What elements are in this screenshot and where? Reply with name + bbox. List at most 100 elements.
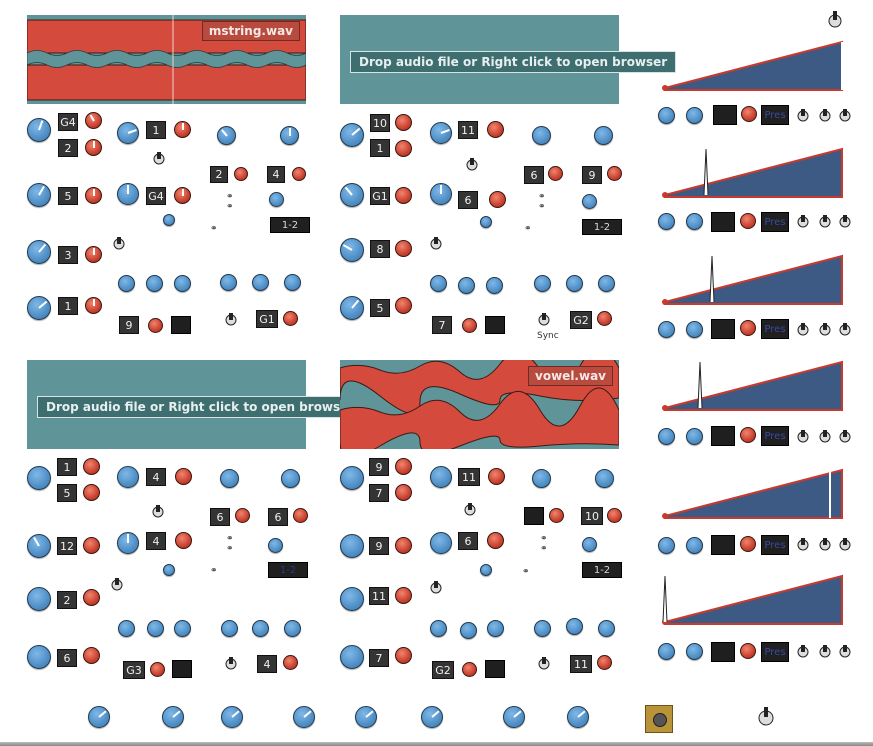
dark-slot[interactable] — [485, 660, 505, 678]
blue-knob[interactable] — [532, 126, 551, 145]
value-box[interactable]: 11 — [570, 655, 592, 673]
loop-icon[interactable]: ⚭ — [210, 224, 218, 234]
red-knob[interactable] — [174, 187, 191, 204]
small-blue-knob[interactable] — [480, 564, 492, 576]
small-switch[interactable] — [796, 322, 810, 336]
value-box[interactable]: 6 — [210, 508, 230, 526]
loop-icon[interactable]: ⚭ ⚭ — [226, 192, 234, 212]
master-knob[interactable] — [162, 706, 184, 728]
blue-knob[interactable] — [27, 296, 51, 320]
red-knob[interactable] — [150, 662, 165, 677]
dark-slot[interactable] — [711, 319, 735, 339]
blue-knob[interactable] — [281, 469, 300, 488]
toggle-switch[interactable] — [152, 151, 166, 165]
sampler-1[interactable]: mstring.wav — [27, 15, 306, 104]
master-knob[interactable] — [88, 706, 110, 728]
note-box[interactable]: 1 — [57, 458, 77, 476]
red-knob[interactable] — [293, 508, 308, 523]
red-knob[interactable] — [283, 311, 298, 326]
note-box[interactable]: 7 — [369, 649, 389, 667]
blue-knob[interactable] — [598, 275, 615, 292]
small-switch[interactable] — [818, 214, 832, 228]
master-switch[interactable] — [827, 10, 843, 28]
small-blue-knob[interactable] — [163, 214, 175, 226]
master-knob[interactable] — [293, 706, 315, 728]
red-knob[interactable] — [462, 318, 477, 333]
red-knob[interactable] — [85, 112, 102, 129]
loop-icon[interactable]: ⚭ ⚭ — [226, 534, 234, 554]
value-box[interactable]: 2 — [210, 166, 228, 183]
value-box[interactable]: 4 — [146, 532, 166, 550]
blue-knob[interactable] — [458, 277, 475, 294]
value-box[interactable]: 11 — [458, 468, 480, 486]
value-box[interactable]: G2 — [432, 661, 454, 679]
master-knob[interactable] — [503, 706, 525, 728]
red-knob[interactable] — [83, 484, 100, 501]
note-box[interactable]: 5 — [57, 484, 77, 502]
envelope-2[interactable] — [660, 145, 846, 201]
red-knob[interactable] — [85, 246, 102, 263]
note-box[interactable]: 1 — [58, 297, 78, 315]
blue-knob[interactable] — [566, 275, 583, 292]
sync-toggle[interactable] — [537, 312, 551, 326]
blue-knob[interactable] — [340, 238, 364, 262]
small-switch[interactable] — [818, 322, 832, 336]
small-switch[interactable] — [818, 108, 832, 122]
trigger-pad[interactable] — [645, 705, 673, 733]
small-switch[interactable] — [838, 644, 852, 658]
dark-slot[interactable] — [711, 642, 735, 662]
toggle-switch[interactable] — [151, 504, 165, 518]
value-box[interactable]: 11 — [458, 121, 478, 139]
note-box[interactable]: 12 — [57, 537, 77, 555]
small-blue-knob[interactable] — [268, 538, 283, 553]
red-knob[interactable] — [235, 508, 250, 523]
red-knob[interactable] — [83, 537, 100, 554]
mode-select[interactable]: 1-2 — [582, 562, 622, 578]
blue-knob[interactable] — [686, 643, 703, 660]
red-knob[interactable] — [395, 240, 412, 257]
blue-knob[interactable] — [686, 213, 703, 230]
small-switch[interactable] — [796, 108, 810, 122]
red-knob[interactable] — [740, 643, 756, 659]
loop-icon[interactable]: ⚭ — [210, 566, 218, 576]
red-knob[interactable] — [175, 468, 192, 485]
envelope-3[interactable] — [660, 252, 846, 308]
toggle-switch[interactable] — [224, 312, 238, 326]
blue-knob[interactable] — [430, 532, 452, 554]
red-knob[interactable] — [607, 508, 622, 523]
blue-knob[interactable] — [252, 620, 269, 637]
blue-knob[interactable] — [174, 275, 191, 292]
blue-knob[interactable] — [340, 534, 364, 558]
env-mode[interactable]: Pres — [761, 105, 789, 125]
red-knob[interactable] — [740, 213, 756, 229]
small-blue-knob[interactable] — [269, 192, 284, 207]
sampler-3[interactable]: Drop audio file or Right click to open b… — [27, 360, 364, 449]
red-knob[interactable] — [83, 458, 100, 475]
value-box[interactable]: 6 — [458, 532, 478, 550]
mode-select[interactable]: 1-2 — [582, 219, 622, 235]
blue-knob[interactable] — [27, 240, 51, 264]
blue-knob[interactable] — [117, 122, 139, 144]
dark-slot[interactable] — [711, 535, 735, 555]
dark-slot[interactable] — [485, 316, 505, 334]
blue-knob[interactable] — [460, 622, 477, 639]
blue-knob[interactable] — [174, 620, 191, 637]
value-box[interactable]: 7 — [432, 316, 452, 334]
red-knob[interactable] — [395, 114, 412, 131]
mode-select[interactable]: 1-2 — [268, 562, 308, 578]
sampler-4[interactable]: vowel.wav — [340, 360, 619, 449]
master-knob[interactable] — [421, 706, 443, 728]
red-knob[interactable] — [85, 139, 102, 156]
small-switch[interactable] — [818, 644, 832, 658]
master-knob[interactable] — [355, 706, 377, 728]
red-knob[interactable] — [487, 532, 504, 549]
blue-knob[interactable] — [117, 532, 139, 554]
blue-knob[interactable] — [686, 107, 703, 124]
blue-knob[interactable] — [658, 321, 675, 338]
blue-knob[interactable] — [284, 620, 301, 637]
blue-knob[interactable] — [658, 428, 675, 445]
toggle-switch[interactable] — [429, 236, 443, 250]
red-knob[interactable] — [395, 484, 412, 501]
note-box[interactable]: 9 — [369, 458, 389, 476]
blue-knob[interactable] — [594, 126, 613, 145]
